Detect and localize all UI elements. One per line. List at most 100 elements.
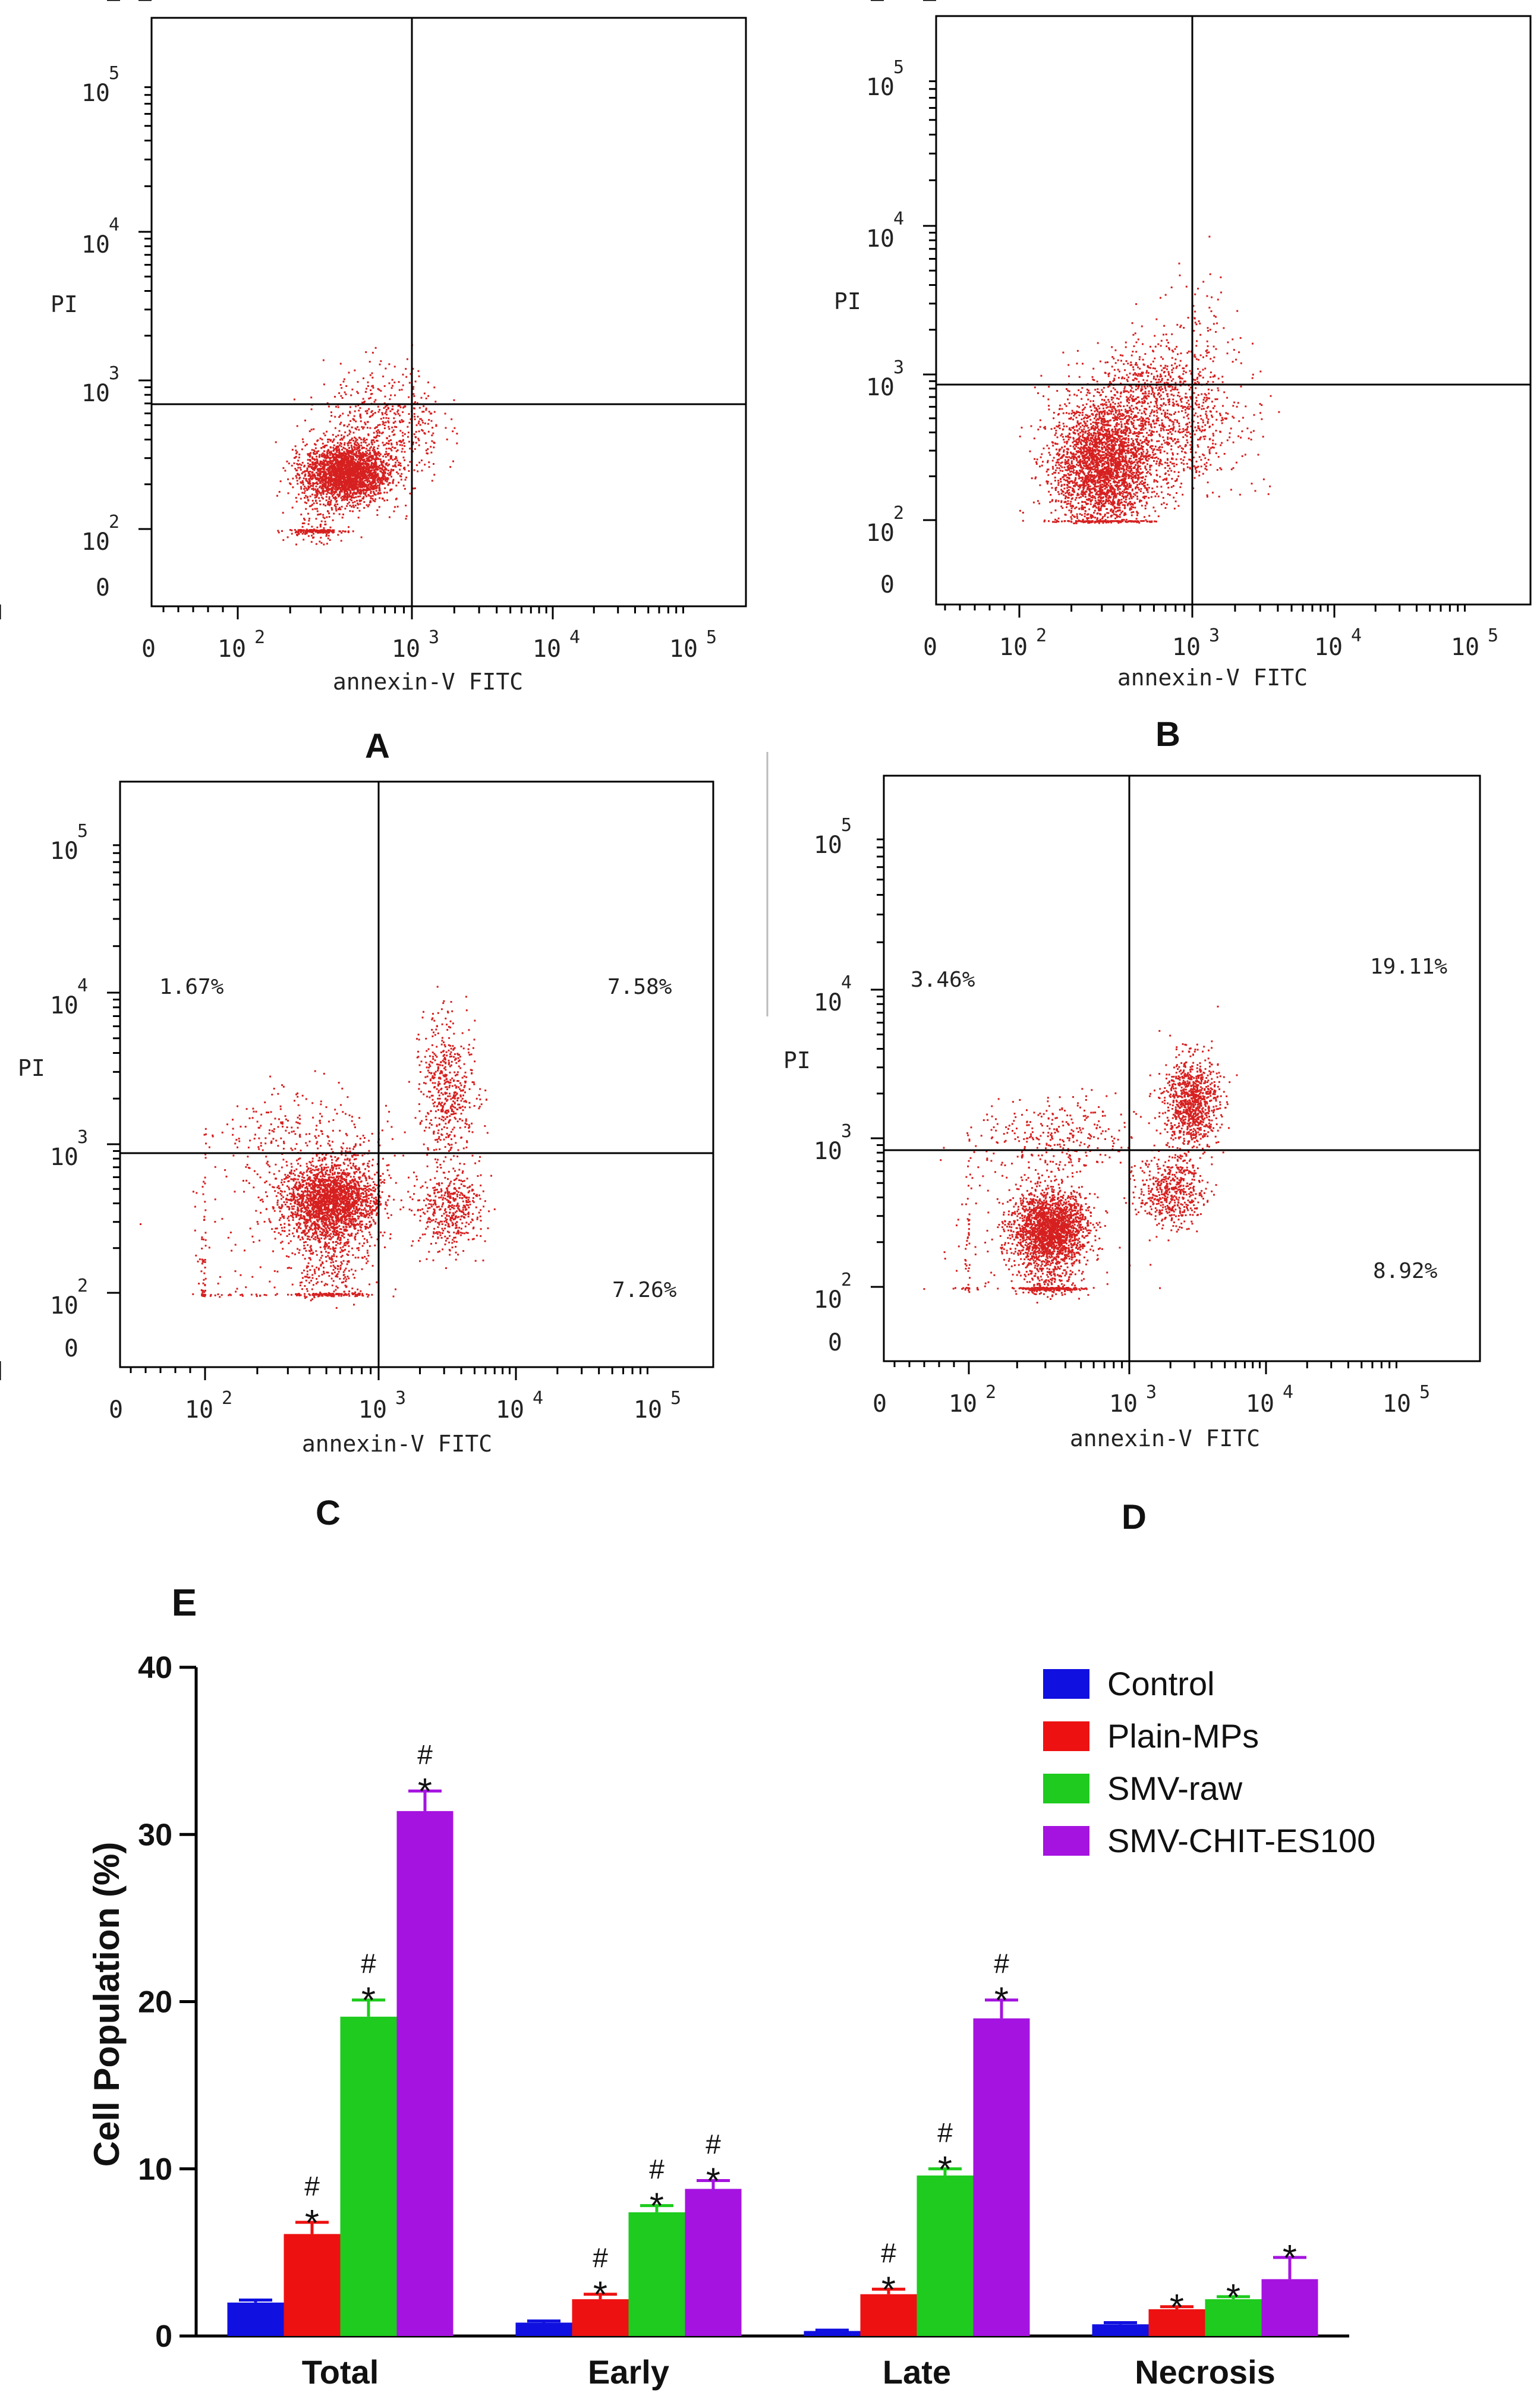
scatter-point [351, 506, 353, 508]
scatter-point [325, 485, 327, 487]
scatter-point [335, 455, 338, 457]
scatter-point [384, 471, 386, 474]
scatter-point [1114, 517, 1117, 520]
scatter-point [389, 398, 391, 401]
scatter-point [324, 523, 326, 525]
scatter-point [1142, 435, 1145, 437]
scatter-point [414, 448, 416, 450]
scatter-point [344, 530, 347, 533]
scatter-point [1151, 448, 1153, 450]
scatter-point [303, 492, 306, 494]
scatter-point [428, 461, 430, 464]
scatter-point [372, 491, 374, 493]
scatter-point [383, 427, 386, 429]
scatter-point [349, 480, 351, 482]
scatter-point [345, 498, 347, 500]
scatter-point [363, 486, 366, 488]
scatter-point [363, 506, 366, 509]
scatter-point [322, 463, 325, 465]
scatter-point [377, 473, 379, 476]
scatter-point [362, 476, 364, 478]
scatter-point [354, 473, 357, 475]
scatter-point [420, 396, 423, 399]
scatter-point [387, 473, 389, 475]
scatter-point [1107, 399, 1110, 401]
scatter-point [392, 434, 395, 436]
scatter-point [364, 470, 366, 472]
scatter-point [369, 473, 371, 475]
scatter-point [377, 411, 380, 413]
scatter-point [1062, 412, 1065, 414]
scatter-point [417, 415, 419, 418]
scatter-point [369, 486, 371, 488]
scatter-point [338, 477, 340, 480]
scatter-point [300, 464, 303, 466]
scatter-point [324, 479, 326, 481]
scatter-point [364, 484, 366, 486]
scatter-point [381, 412, 383, 414]
scatter-point [386, 480, 388, 483]
scatter-point [327, 489, 330, 492]
scatter-point [289, 482, 291, 484]
scatter-point [1065, 435, 1067, 437]
scatter-point [366, 504, 368, 506]
scatter-point [331, 508, 333, 511]
scatter-point [354, 448, 356, 451]
scatter-point [1135, 427, 1138, 430]
scatter-point [399, 465, 402, 467]
scatter-point [1054, 518, 1056, 521]
scatter-point [423, 405, 425, 407]
scatter-point [1126, 494, 1129, 496]
scatter-point [380, 492, 382, 495]
scatter-point [390, 387, 393, 389]
scatter-point [399, 406, 402, 408]
scatter-point [414, 418, 416, 420]
scatter-point [1148, 405, 1151, 408]
scatter-point [355, 492, 358, 494]
scatter-point [365, 454, 367, 455]
scatter-point [383, 492, 386, 494]
scatter-point [348, 465, 351, 467]
x-tick-exponent: 5 [706, 627, 717, 648]
scatter-point [361, 474, 364, 476]
scatter-point [408, 470, 410, 472]
scatter-point [315, 530, 317, 533]
scatter-point [306, 443, 308, 446]
scatter-point [380, 390, 382, 392]
scatter-point [1063, 425, 1065, 427]
scatter-point [326, 430, 328, 433]
scatter-point [295, 475, 297, 477]
scatter-point [367, 385, 369, 387]
scatter-point [347, 477, 349, 479]
scatter-point [341, 443, 342, 445]
scatter-point [308, 480, 311, 482]
x-tick-label: 10 [669, 635, 698, 663]
scatter-point [328, 488, 330, 490]
scatter-point [373, 436, 375, 439]
scatter-point [301, 525, 304, 528]
scatter-point [315, 543, 317, 545]
scatter-point [376, 440, 379, 442]
scatter-point [347, 471, 349, 473]
scatter-point [335, 484, 338, 486]
scatter-point [346, 449, 348, 451]
scatter-point [366, 439, 368, 440]
scatter-point [354, 454, 356, 456]
scatter-point [401, 389, 403, 391]
scatter-point [385, 417, 388, 419]
scatter-point [370, 476, 373, 478]
scatter-point [395, 465, 397, 468]
scatter-point [323, 476, 325, 478]
scatter-point [1049, 454, 1051, 456]
scatter-point [1086, 392, 1089, 394]
scatter-point [332, 480, 333, 483]
scatter-point [304, 419, 306, 421]
scatter-point [1149, 466, 1151, 468]
scatter-point [327, 470, 330, 472]
scatter-point [427, 381, 429, 383]
scatter-point [367, 483, 370, 486]
scatter-point [385, 451, 388, 453]
scatter-point [369, 427, 371, 429]
scatter-point [324, 531, 326, 533]
panel-label-a: A [365, 727, 390, 766]
